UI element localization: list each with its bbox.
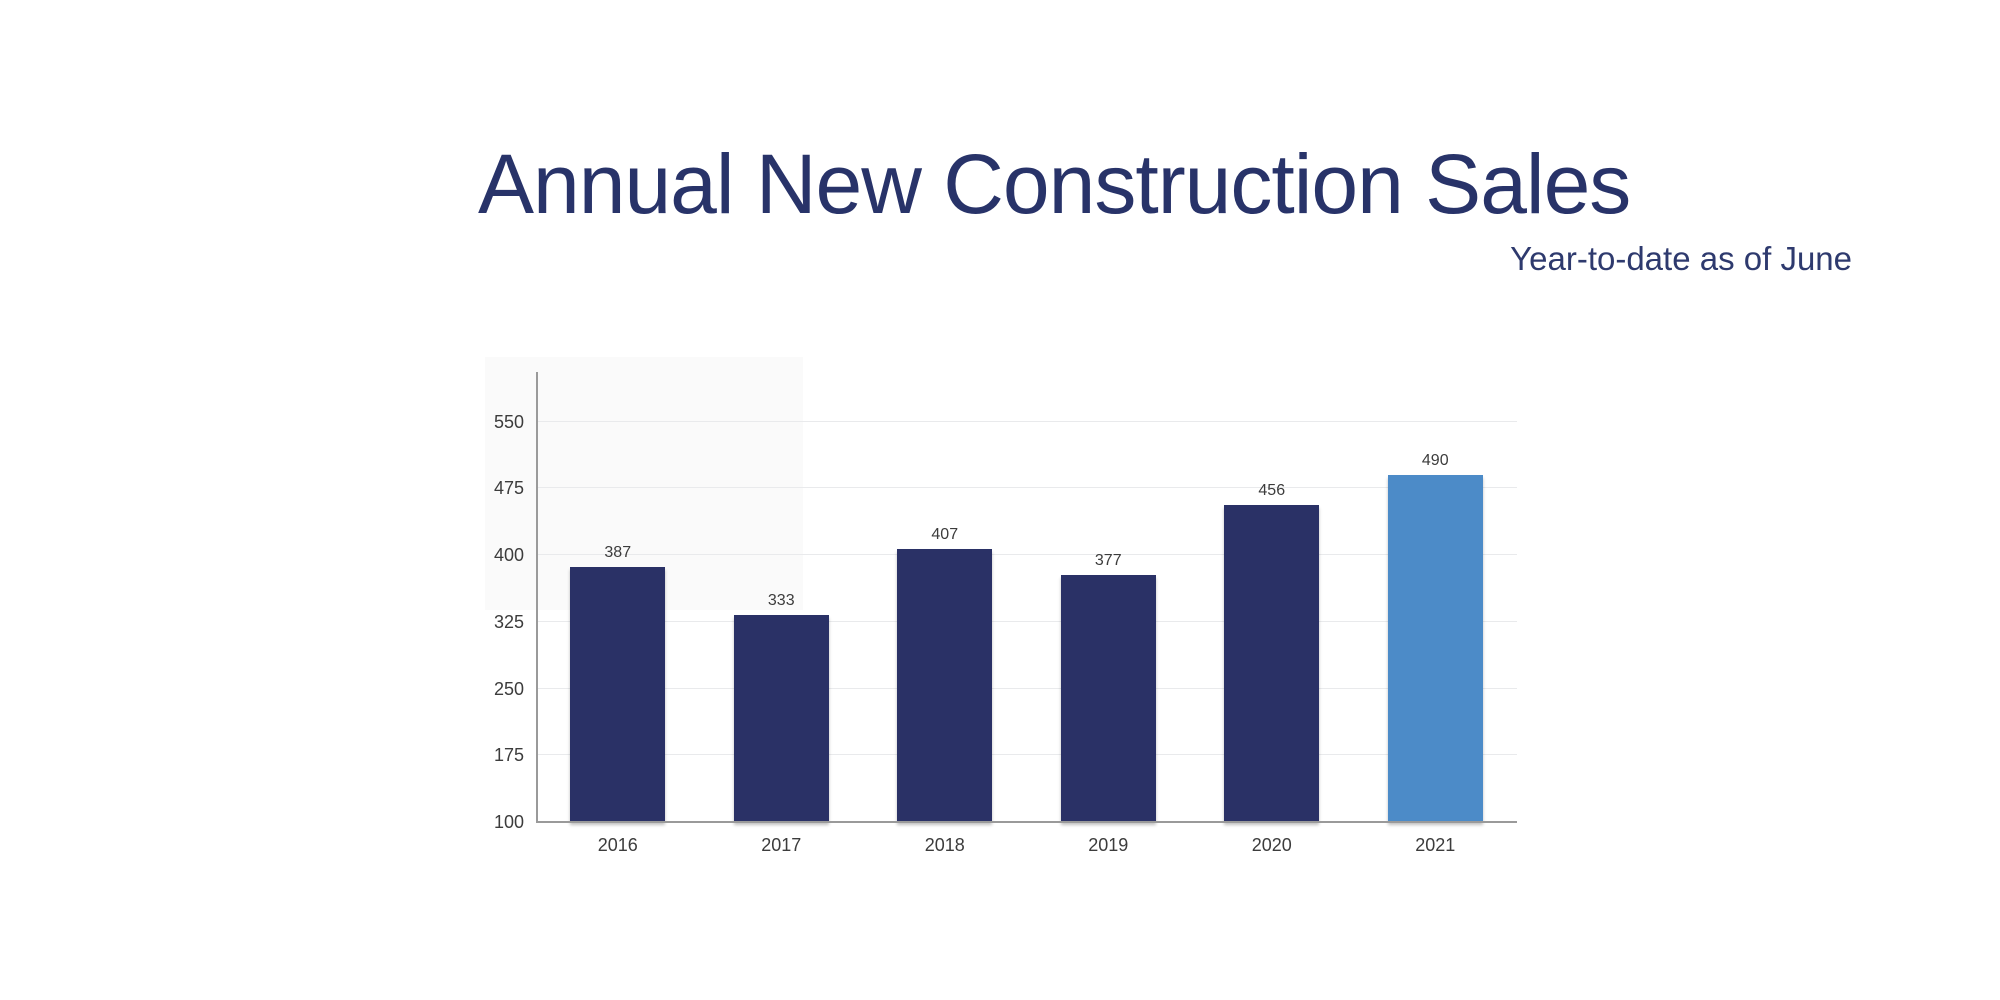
bar-value-label: 333 [767,591,795,609]
bar-slot: 407 [863,377,1027,822]
y-tick-label: 250 [493,678,524,699]
bar: 490 [1387,452,1483,822]
bar: 407 [897,526,993,822]
x-tick-label: 2021 [1415,835,1456,855]
plot-area: 387 333 407 377 456 490 [536,377,1517,822]
gridline [536,420,1517,422]
bar-slot: 377 [1027,377,1191,822]
y-tick-label: 100 [493,812,524,832]
bar-slot: 387 [536,377,700,822]
x-tick-label: 2020 [1251,835,1292,855]
y-tick-label: 325 [493,611,524,632]
y-axis-line [536,372,538,822]
bar: 377 [1060,552,1156,822]
bar-value-label: 377 [1094,552,1122,570]
bar-chart: 100 175 250 325 400 475 550 387 333 407 377 456 490… [494,372,1517,855]
chart-subtitle: Year-to-date as of June [1510,240,1852,277]
gridline [536,687,1517,689]
bar-slot: 456 [1190,377,1354,822]
gridline [536,554,1517,555]
bar: 387 [570,544,666,822]
chart-header: Annual New Construction Sales Year-to-da… [478,142,1852,278]
y-tick-label: 475 [493,478,524,499]
bar-value-label: 490 [1421,451,1449,469]
bar: 333 [733,592,829,822]
bar-value-label: 387 [604,543,632,561]
x-tick-label: 2017 [761,835,802,855]
y-tick-label: 175 [493,745,524,766]
bar: 456 [1224,482,1320,822]
x-axis-tick-labels: 2016 2017 2018 2019 2020 2021 [536,835,1517,856]
gridline [536,487,1517,489]
bar-slot: 333 [700,377,864,822]
bar-value-label: 456 [1258,482,1286,500]
y-tick-label: 400 [493,545,524,565]
x-axis-line [536,821,1517,823]
x-tick-label: 2016 [597,835,638,855]
x-tick-label: 2018 [924,835,965,855]
bar-value-label: 407 [931,525,959,543]
x-tick-label: 2019 [1088,835,1129,855]
y-tick-label: 550 [493,411,524,432]
chart-title: Annual New Construction Sales [478,137,1631,231]
bar-slot: 490 [1354,377,1518,822]
gridline [536,620,1517,622]
gridline [536,754,1517,756]
